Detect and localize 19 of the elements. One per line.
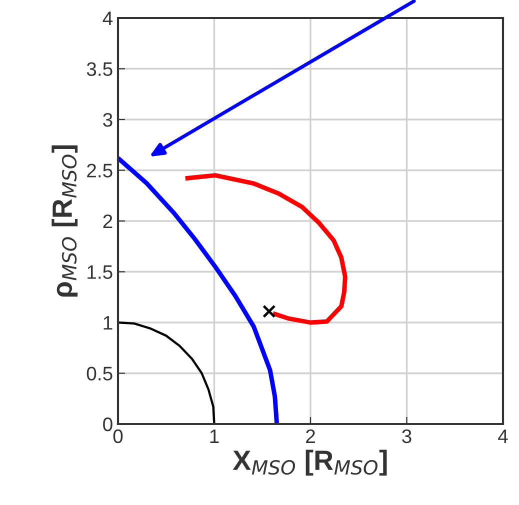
x-axis-title: X$_{MSO}$ [R$_{MSO}$] [232, 450, 387, 476]
y-tick-label: 0 [103, 417, 112, 432]
y-axis-title: ρ$_{MSO}$ [R$_{MSO}$] [52, 145, 78, 297]
line-series [118, 156, 280, 424]
y-tick-label: 1 [104, 316, 112, 330]
y-tick-label: 2 [103, 214, 112, 228]
y-tick-label: 4 [102, 12, 113, 26]
x-tick-label: 0 [113, 429, 123, 444]
x-tick-label: 2 [306, 429, 315, 443]
y-tick-label: 1.5 [88, 265, 112, 279]
y-tick-label: 3.5 [86, 62, 112, 76]
x-tick-label: 1 [210, 430, 219, 443]
x-tick-label: 4 [498, 430, 508, 443]
x-tick-label: 3 [402, 429, 412, 444]
y-tick-label: 0.5 [86, 366, 112, 380]
line-series [118, 321, 216, 424]
y-tick-label: 3 [103, 112, 112, 127]
line-series [183, 173, 348, 325]
y-tick-label: 2.5 [87, 164, 112, 178]
